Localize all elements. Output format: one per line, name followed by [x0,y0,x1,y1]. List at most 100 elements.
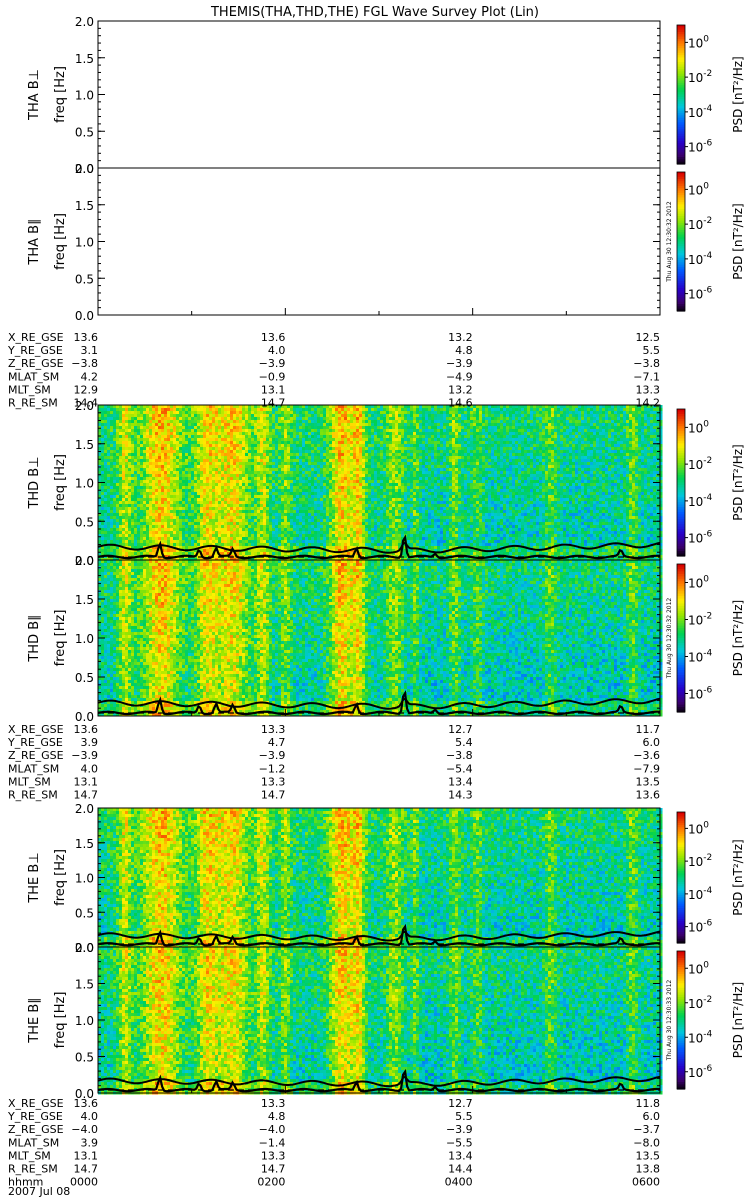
panel-yunit: freq [Hz] [53,66,68,123]
ephemeris-value: −3.9 [71,749,98,762]
ephemeris-value: 14.3 [448,789,473,802]
colorbar-tick: 10-4 [688,493,713,509]
ephemeris-THE: X_RE_GSE 13.6 13.3 12.7 11.8Y_RE_GSE 4.0 4.8 5.… [7,1097,660,1189]
y-tick-label: 2.0 [75,554,94,568]
panel-yunit: freq [Hz] [53,992,68,1049]
ephemeris-value: 0200 [257,1176,285,1189]
colorbar-tick: 10-2 [688,216,712,232]
y-tick-label: 1.0 [75,89,94,103]
ephemeris-label: MLT_SM [8,1149,51,1162]
y-tick-label: 1.5 [75,593,94,607]
panel-yunit: freq [Hz] [53,849,68,906]
ephemeris-value: −8.0 [633,1136,660,1149]
ephemeris-label: Z_RE_GSE [8,1123,64,1136]
ephemeris-value: 13.4 [448,1149,473,1162]
ephemeris-value: 5.4 [455,736,473,749]
colorbar-tick: 10-4 [688,886,713,902]
colorbar-label: PSD [nT²/Hz] [731,839,745,915]
ephemeris-value: 14.4 [448,1163,473,1176]
colorbar-tick: 10-2 [688,853,712,869]
ephemeris-value: 4.0 [81,1110,99,1123]
ephemeris-label: MLT_SM [8,775,51,788]
ephemeris-value: −7.1 [633,370,660,383]
ephemeris-value: −7.9 [633,762,660,775]
ephemeris-value: 6.0 [643,736,661,749]
spectrogram [98,405,663,562]
ephemeris-value: −3.6 [633,749,660,762]
colorbar-tick: 100 [688,960,709,976]
colorbar-label: PSD [nT²/Hz] [731,56,745,132]
ephemeris-value: 11.7 [636,723,661,736]
spectrogram [98,947,663,1095]
ephemeris-value: 0400 [445,1176,473,1189]
y-tick-label: 1.5 [75,978,94,992]
y-tick-label: 0.5 [75,515,94,529]
ephemeris-value: 12.9 [74,383,99,396]
panel-frame [98,21,660,168]
colorbar-tick: 10-6 [688,286,713,302]
ephemeris-value: 13.6 [261,331,286,344]
ephemeris-value: 4.0 [81,762,99,775]
panel-ylabel: THE B⊥ [27,852,42,903]
ephemeris-value: 13.2 [448,331,473,344]
ephemeris-value: 13.3 [261,1097,286,1110]
ephemeris-label: R_RE_SM [8,1163,58,1176]
colorbar-tick: 10-2 [688,995,712,1011]
ephemeris-value: −4.0 [71,1123,98,1136]
y-tick-label: 0.5 [75,125,94,139]
y-tick-label: 0.5 [75,671,94,685]
ephemeris-value: −5.4 [446,762,473,775]
colorbar-tick: 100 [688,419,709,435]
ephemeris-value: 0600 [632,1176,660,1189]
ephemeris-label: R_RE_SM [8,789,58,802]
ephemeris-label: X_RE_GSE [8,1097,64,1110]
timestamp: Thu Aug 30 12:30:32 2012 [666,201,673,283]
ephemeris-label: X_RE_GSE [8,723,64,736]
colorbar-tick: 10-4 [688,104,713,120]
colorbar-label: PSD [nT²/Hz] [731,444,745,520]
ephemeris-value: 14.6 [448,397,473,410]
panel-frame [98,168,660,315]
ephemeris-value: −1.4 [259,1136,286,1149]
colorbar: 100 10-2 10-4 10-6 PSD [nT²/Hz] [677,409,745,557]
y-tick-label: 1.0 [75,1014,94,1028]
y-tick-label: 1.0 [75,236,94,250]
ephemeris-value: 14.7 [261,397,286,410]
y-tick-label: 2.0 [75,941,94,955]
ephemeris-value: 13.3 [261,723,286,736]
ephemeris-value: 13.6 [74,1097,99,1110]
panel-ylabel: THA B⊥ [27,69,42,121]
ephemeris-value: 3.9 [81,736,99,749]
ephemeris-value: 14.7 [261,1163,286,1176]
colorbar-tick: 10-6 [688,530,713,546]
colorbar-tick: 10-6 [688,919,713,935]
y-tick-label: 1.5 [75,52,94,66]
colorbar-tick: 10-2 [688,456,712,472]
ephemeris-value: 13.1 [74,775,99,788]
y-tick-label: 1.0 [75,632,94,646]
panel-yunit: freq [Hz] [53,610,68,667]
y-tick-label: 0.5 [75,1051,94,1065]
ephemeris-value: 3.9 [81,1136,99,1149]
ephemeris-label: MLAT_SM [8,1136,59,1149]
ephemeris-label: MLAT_SM [8,370,59,383]
ephemeris-value: 13.1 [261,383,286,396]
ephemeris-value: 13.6 [636,789,661,802]
ephemeris-value: 13.6 [74,331,99,344]
ephemeris-value: −3.9 [259,357,286,370]
ephemeris-value: −3.8 [446,749,473,762]
ephemeris-label: Y_RE_GSE [7,736,63,749]
ephemeris-THA: X_RE_GSE 13.6 13.6 13.2 12.5Y_RE_GSE 3.1 4.0 4.… [7,331,660,410]
ephemeris-label: MLT_SM [8,383,51,396]
ephemeris-value: 13.3 [636,383,661,396]
ephemeris-label: Z_RE_GSE [8,357,64,370]
ephemeris-label: MLAT_SM [8,762,59,775]
y-tick-label: 1.5 [75,837,94,851]
y-tick-label: 0.0 [75,710,94,724]
ephemeris-value: 13.2 [448,383,473,396]
